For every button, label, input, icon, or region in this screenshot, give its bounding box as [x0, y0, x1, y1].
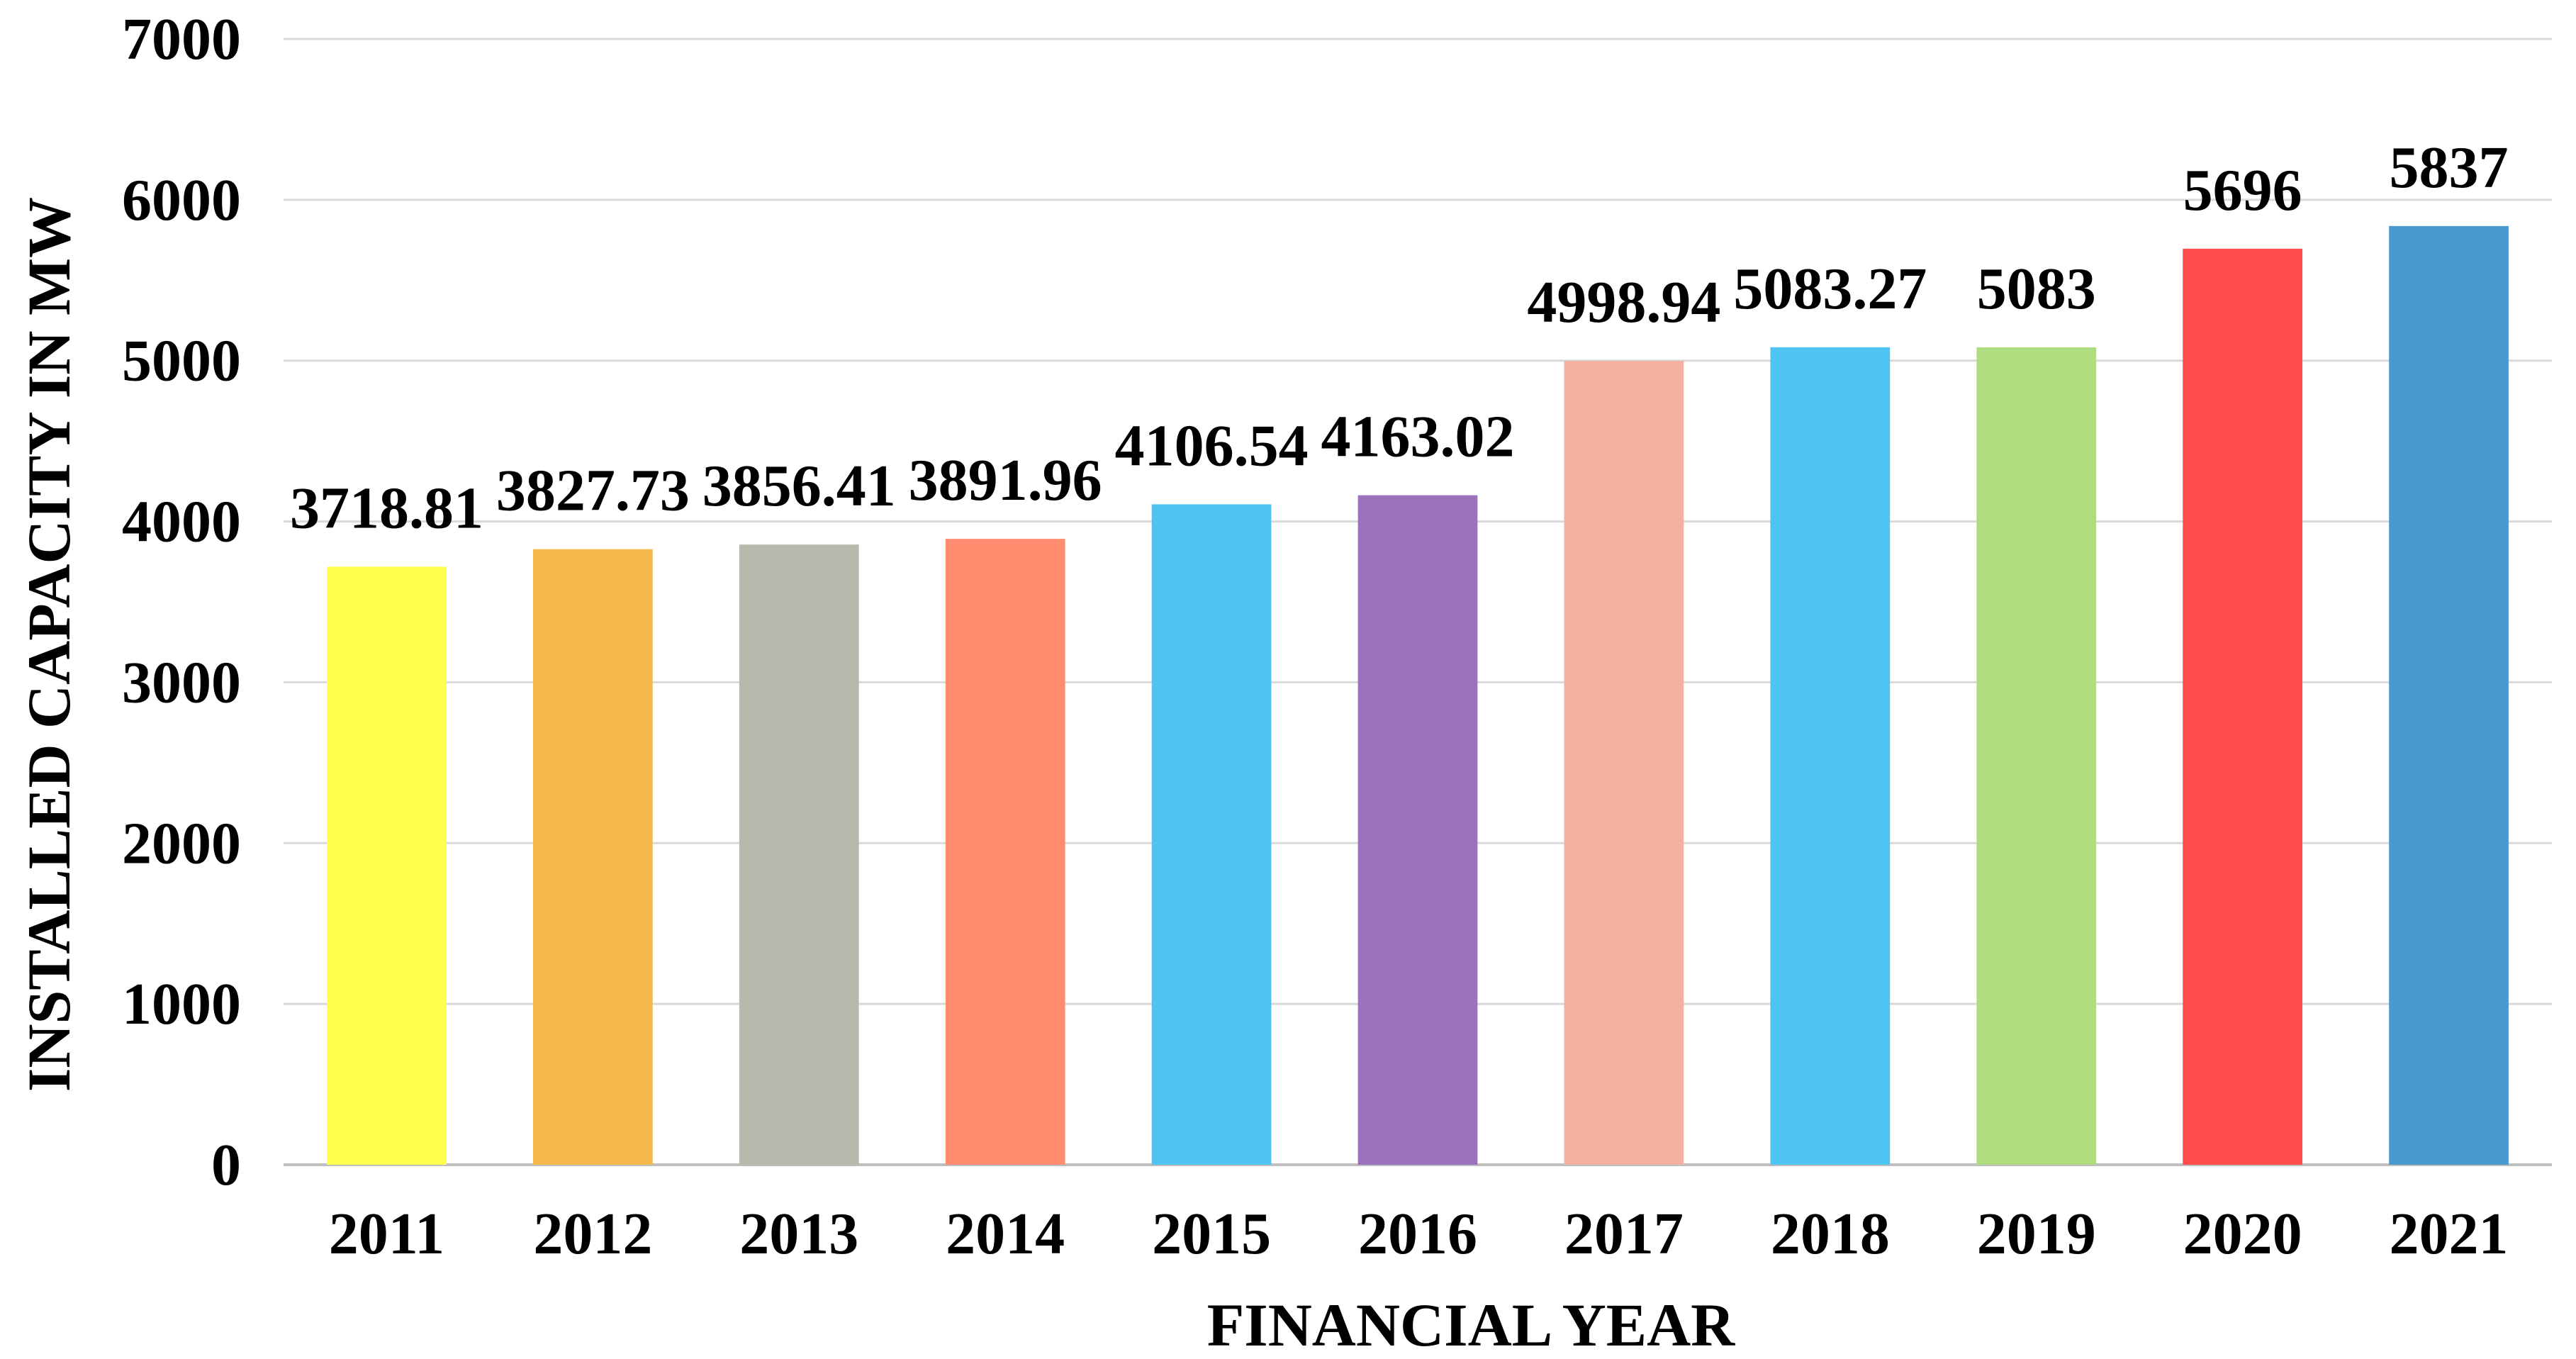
x-axis-ticks: 2011 2012 2013 2014 2015 2016 2017 2018 2019 2020…: [329, 1201, 2509, 1267]
x-tick-label: 2013: [739, 1201, 858, 1267]
x-tick-label: 2011: [329, 1201, 444, 1267]
bar-2020: [2183, 248, 2302, 1165]
data-label: 4106.54: [1115, 413, 1309, 479]
data-label: 5083: [1977, 256, 2096, 322]
x-tick-label: 2015: [1152, 1201, 1271, 1267]
data-label: 3856.41: [702, 453, 896, 519]
y-axis-ticks: 0 1000 2000 3000 4000 5000 6000 7000: [122, 6, 241, 1198]
x-tick-label: 2019: [1977, 1201, 2096, 1267]
bar-2011: [327, 566, 447, 1165]
x-tick-label: 2021: [2390, 1201, 2509, 1267]
bar-2014: [945, 539, 1065, 1165]
data-label: 5696: [2183, 157, 2302, 223]
data-label: 4998.94: [1527, 269, 1720, 335]
bar-2012: [533, 549, 653, 1165]
y-tick-label: 7000: [122, 6, 241, 72]
x-axis-title: FINANCIAL YEAR: [1207, 1291, 1735, 1359]
x-tick-label: 2016: [1358, 1201, 1477, 1267]
bar-2017: [1564, 360, 1684, 1165]
y-tick-label: 1000: [122, 971, 241, 1037]
data-label: 5083.27: [1733, 256, 1927, 322]
y-tick-label: 2000: [122, 810, 241, 876]
data-label: 4163.02: [1321, 404, 1515, 470]
bar-2019: [1976, 347, 2097, 1165]
bar-2021: [2389, 225, 2509, 1165]
x-tick-label: 2020: [2183, 1201, 2302, 1267]
bar-2018: [1770, 347, 1891, 1165]
data-label: 5837: [2390, 135, 2509, 201]
y-tick-label: 3000: [122, 649, 241, 715]
x-tick-label: 2012: [533, 1201, 652, 1267]
bars: [327, 225, 2509, 1165]
y-axis-title: INSTALLED CAPACITY IN MW: [15, 197, 83, 1092]
bar-2013: [739, 544, 859, 1165]
x-tick-label: 2017: [1564, 1201, 1684, 1267]
data-label: 3891.96: [909, 447, 1102, 513]
y-tick-label: 0: [211, 1132, 241, 1198]
x-tick-label: 2018: [1771, 1201, 1890, 1267]
data-label: 3718.81: [290, 475, 483, 541]
data-label: 3827.73: [496, 458, 690, 524]
y-tick-label: 6000: [122, 167, 241, 233]
x-tick-label: 2014: [946, 1201, 1065, 1267]
y-tick-label: 4000: [122, 489, 241, 555]
y-tick-label: 5000: [122, 328, 241, 394]
bar-2016: [1357, 495, 1478, 1165]
bar-2015: [1151, 504, 1272, 1165]
